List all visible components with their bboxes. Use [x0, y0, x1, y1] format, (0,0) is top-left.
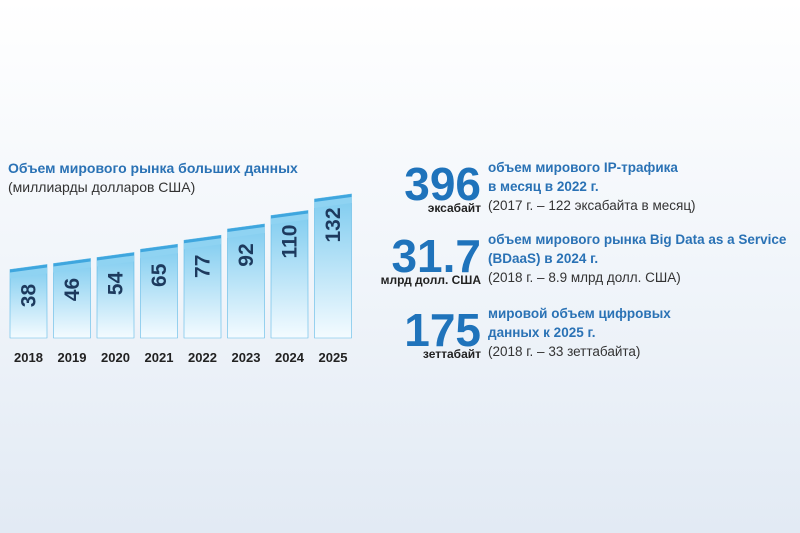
bar-cap-edge: [10, 264, 47, 273]
x-tick-label: 2022: [188, 350, 217, 365]
x-tick-label: 2025: [319, 350, 348, 365]
chart-title: Объем мирового рынка больших данных: [8, 160, 298, 176]
value-label: 46: [61, 278, 84, 301]
stat-text: данных к 2025 г.: [488, 325, 596, 340]
bar: [140, 243, 178, 339]
x-tick-label: 2020: [101, 350, 130, 365]
bar-cap-edge: [314, 194, 352, 202]
value-label: 65: [148, 263, 171, 287]
bar-cap-edge: [271, 210, 308, 219]
chart-subtitle: (миллиарды долларов США): [8, 179, 195, 195]
bar-cap-edge: [227, 224, 265, 232]
value-label: 38: [18, 284, 41, 308]
value-label: 54: [105, 272, 128, 296]
stat-text: (2017 г. – 122 эксабайта в месяц): [488, 198, 696, 213]
bar: [183, 234, 222, 339]
value-label: 110: [279, 225, 302, 259]
bar: [227, 223, 265, 339]
stat-text: (2018 г. – 33 зеттабайта): [488, 344, 640, 359]
stat-text: объем мирового IP-трафика: [488, 160, 678, 175]
value-label: 77: [192, 255, 215, 278]
bar-cap-edge: [184, 235, 221, 244]
value-label: 132: [322, 207, 345, 242]
stat-text: объем мирового рынка Big Data as a Servi…: [488, 232, 787, 247]
x-tick-label: 2019: [58, 350, 87, 365]
stat-text: (BDaaS) в 2024 г.: [488, 251, 598, 266]
x-tick-label: 2018: [14, 350, 43, 365]
x-tick-label: 2023: [232, 350, 261, 365]
stat-text: в месяц в 2022 г.: [488, 179, 599, 194]
x-tick-label: 2024: [275, 350, 305, 365]
stat-value: 31.7: [391, 230, 481, 282]
stat-text: мировой объем цифровых: [488, 306, 671, 321]
stat-unit: эксабайт: [428, 201, 481, 215]
stat-text: (2018 г. – 8.9 млрд долл. США): [488, 270, 681, 285]
stat-value: 396: [404, 158, 481, 210]
bar-cap-edge: [97, 252, 134, 261]
x-tick-label: 2021: [145, 350, 174, 365]
bar-cap-edge: [53, 258, 91, 267]
stat-unit: млрд долл. США: [381, 273, 482, 287]
stat-unit: зеттабайт: [423, 347, 481, 361]
bar-cap-edge: [140, 244, 178, 253]
value-label: 92: [235, 243, 258, 266]
stat-value: 175: [404, 304, 481, 356]
